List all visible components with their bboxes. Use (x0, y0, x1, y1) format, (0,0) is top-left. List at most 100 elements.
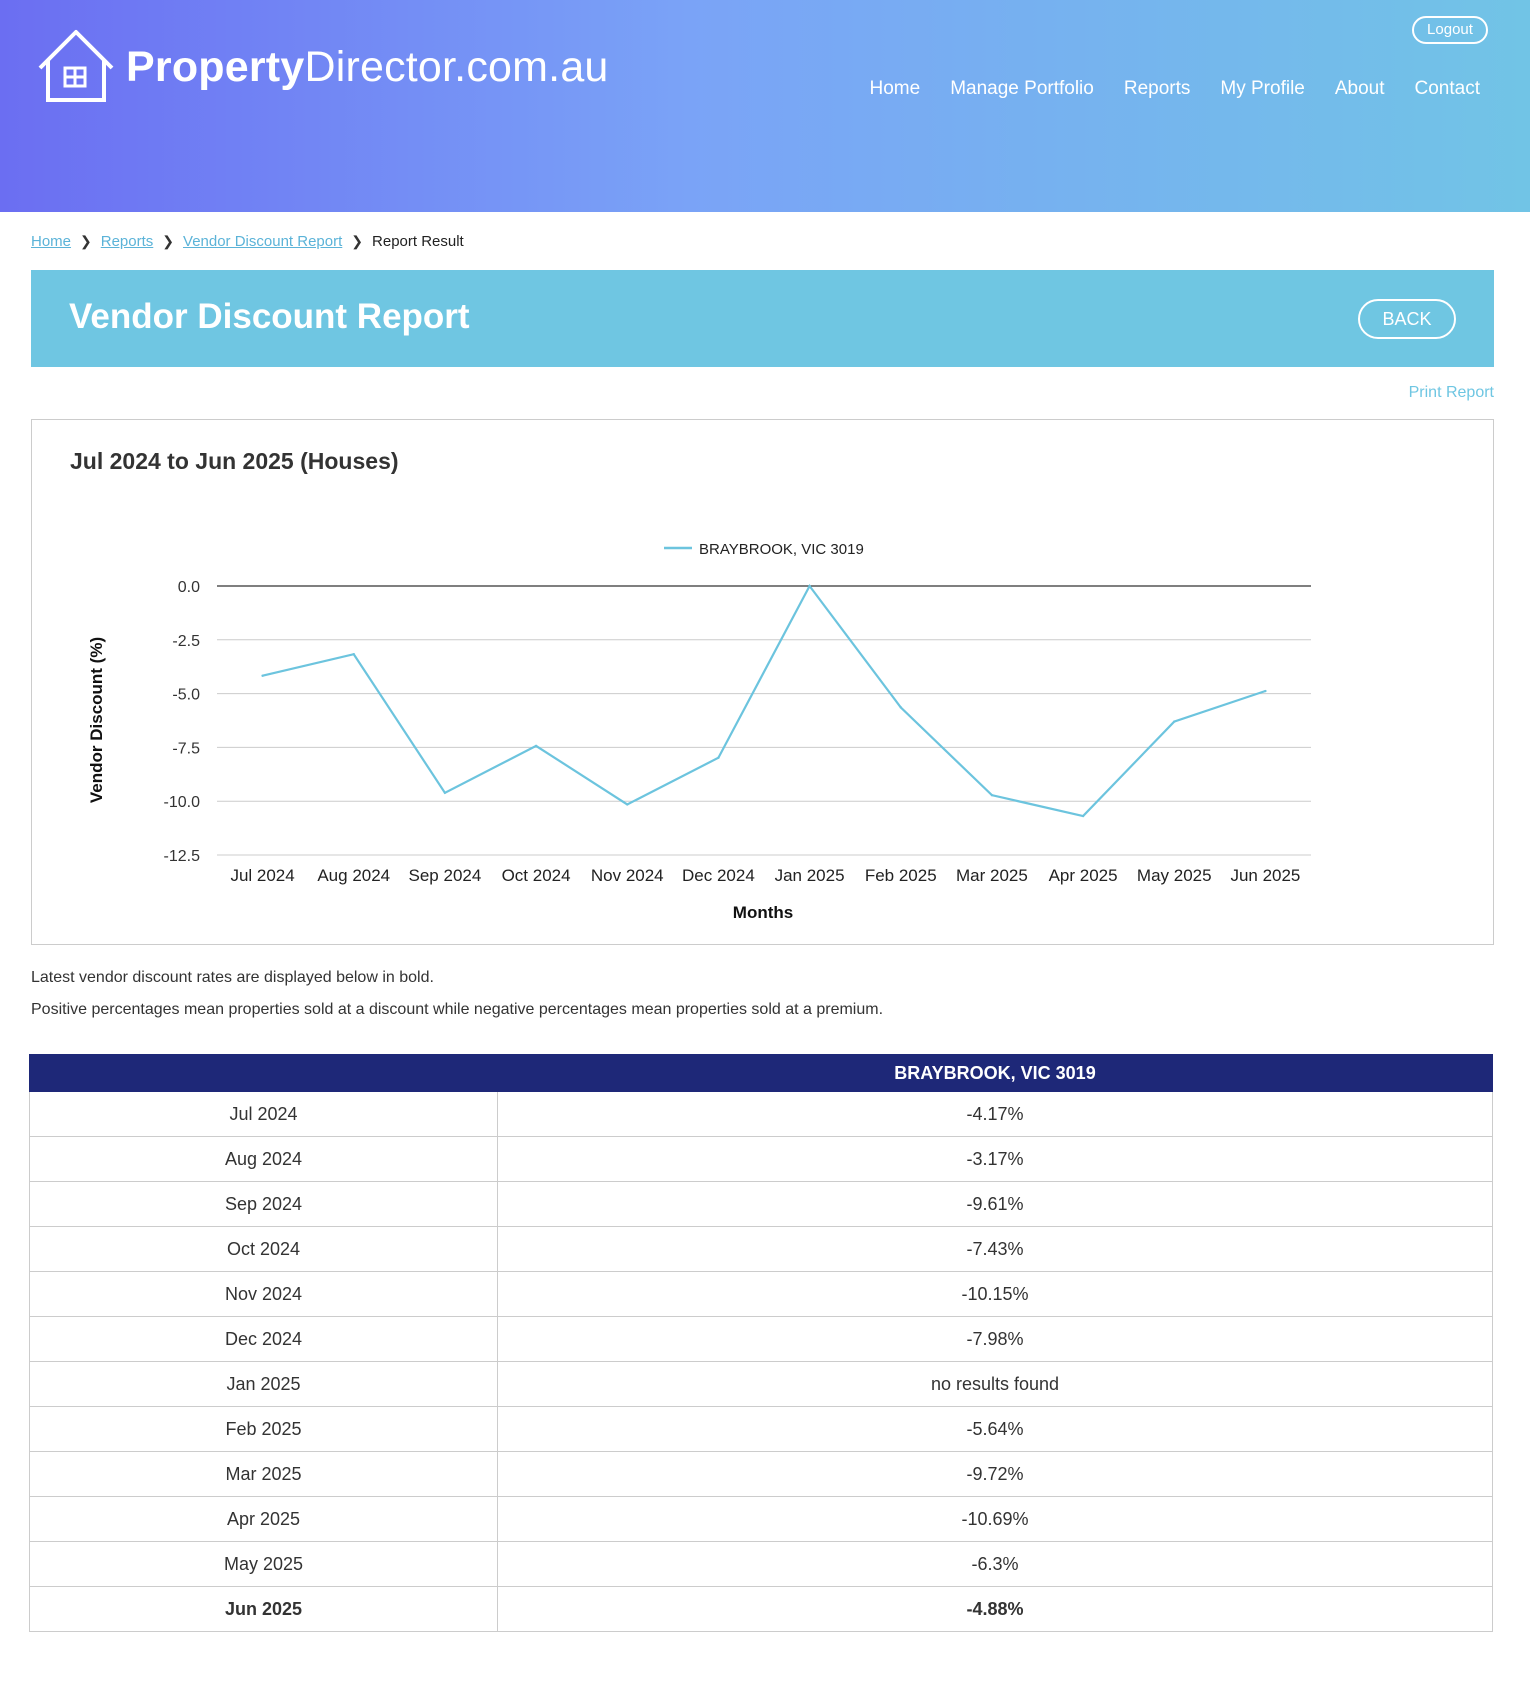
x-tick-label: Dec 2024 (682, 866, 755, 885)
table-row: Feb 2025 -5.64% (29, 1406, 1493, 1452)
table-cell-month: May 2025 (29, 1541, 498, 1587)
nav-contact[interactable]: Contact (1414, 78, 1480, 99)
report-title-bar: Vendor Discount Report BACK (31, 270, 1494, 367)
vendor-discount-chart: 0.0 -2.5 -5.0 -7.5 -10.0 -12.5 Jul 2024 Aug 202… (87, 541, 1311, 922)
house-logo-icon (38, 30, 114, 102)
breadcrumb-vendor-discount-report[interactable]: Vendor Discount Report (183, 233, 343, 250)
back-button[interactable]: BACK (1358, 299, 1456, 339)
table-cell-value: -6.3% (497, 1541, 1493, 1587)
print-report-link[interactable]: Print Report (1408, 384, 1494, 401)
table-cell-value: -7.98% (497, 1316, 1493, 1362)
x-tick-label: Nov 2024 (591, 866, 664, 885)
series-line (262, 583, 1266, 818)
x-tick-label: Apr 2025 (1049, 866, 1118, 885)
logo-text: PropertyDirector.com.au (126, 42, 609, 91)
breadcrumb-home[interactable]: Home (31, 233, 72, 250)
table-header-row: BRAYBROOK, VIC 3019 (29, 1054, 1493, 1092)
table-row: Apr 2025 -10.69% (29, 1496, 1493, 1542)
table-row: Mar 2025 -9.72% (29, 1451, 1493, 1497)
table-cell-value: no results found (497, 1361, 1493, 1407)
nav-about[interactable]: About (1334, 78, 1385, 99)
chevron-right-icon: ❯ (162, 233, 175, 249)
data-point (1173, 720, 1176, 723)
table-row: Jun 2025 -4.88% (29, 1586, 1493, 1632)
table-cell-value: -10.69% (497, 1496, 1493, 1542)
logo-text-bold: Property (126, 42, 305, 91)
data-point (899, 706, 902, 709)
table-cell-month: Jul 2024 (29, 1091, 498, 1137)
y-axis-label: Vendor Discount (%) (87, 637, 106, 803)
x-tick-label: May 2025 (1137, 866, 1212, 885)
table-cell-value: -10.15% (497, 1271, 1493, 1317)
nav-my-profile[interactable]: My Profile (1220, 78, 1305, 99)
x-tick-label: Aug 2024 (317, 866, 390, 885)
table-cell-value: -4.88% (497, 1586, 1493, 1632)
table-cell-month: Mar 2025 (29, 1451, 498, 1497)
table-row: Jul 2024 -4.17% (29, 1091, 1493, 1137)
table-cell-month: Nov 2024 (29, 1271, 498, 1317)
table-row: Oct 2024 -7.43% (29, 1226, 1493, 1272)
table-cell-month: Dec 2024 (29, 1316, 498, 1362)
data-point (352, 653, 355, 656)
data-point (534, 744, 538, 748)
table-cell-month: Apr 2025 (29, 1496, 498, 1542)
site-logo[interactable]: PropertyDirector.com.au (36, 28, 609, 106)
x-tick-label: Jan 2025 (775, 866, 845, 885)
page-title: Vendor Discount Report (69, 297, 470, 336)
breadcrumb-current: Report Result (372, 233, 464, 250)
table-row: Jan 2025 no results found (29, 1361, 1493, 1407)
nav-home[interactable]: Home (869, 78, 921, 99)
table-header-month (29, 1054, 498, 1092)
data-point (261, 674, 264, 677)
table-cell-value: -5.64% (497, 1406, 1493, 1452)
nav-manage-portfolio[interactable]: Manage Portfolio (950, 78, 1094, 99)
y-tick-label: -12.5 (164, 848, 201, 865)
data-point (626, 803, 629, 806)
table-cell-month: Jun 2025 (29, 1586, 498, 1632)
y-tick-label: -7.5 (172, 740, 200, 757)
data-point (990, 793, 994, 797)
table-cell-value: -9.61% (497, 1181, 1493, 1227)
legend-label: BRAYBROOK, VIC 3019 (699, 541, 864, 558)
logo-text-rest: Director.com.au (304, 42, 609, 91)
nav-reports[interactable]: Reports (1123, 78, 1191, 99)
x-tick-label: Oct 2024 (502, 866, 571, 885)
table-row: Aug 2024 -3.17% (29, 1136, 1493, 1182)
note-discount-meaning: Positive percentages mean properties sol… (31, 1001, 884, 1018)
table-row: Sep 2024 -9.61% (29, 1181, 1493, 1227)
table-cell-value: -4.17% (497, 1091, 1493, 1137)
x-tick-label: Sep 2024 (409, 866, 482, 885)
table-row: May 2025 -6.3% (29, 1541, 1493, 1587)
y-tick-label: -10.0 (164, 794, 201, 811)
note-bold-latest: Latest vendor discount rates are display… (31, 969, 434, 986)
data-point (1264, 689, 1267, 693)
table-row: Dec 2024 -7.98% (29, 1316, 1493, 1362)
data-point (1081, 814, 1085, 818)
table-cell-month: Aug 2024 (29, 1136, 498, 1182)
x-tick-label: Feb 2025 (865, 866, 937, 885)
table-cell-month: Jan 2025 (29, 1361, 498, 1407)
table-row: Nov 2024 -10.15% (29, 1271, 1493, 1317)
data-point (717, 756, 720, 759)
x-tick-label: Jul 2024 (230, 866, 294, 885)
table-cell-value: -3.17% (497, 1136, 1493, 1182)
x-tick-label: Jun 2025 (1230, 866, 1300, 885)
x-axis-label: Months (733, 903, 793, 922)
table-cell-value: -9.72% (497, 1451, 1493, 1497)
table-cell-month: Oct 2024 (29, 1226, 498, 1272)
chevron-right-icon: ❯ (80, 233, 92, 249)
data-point (808, 584, 811, 588)
logout-button[interactable]: Logout (1412, 16, 1488, 44)
main-nav: Home Manage Portfolio Reports My Profile… (840, 78, 1480, 100)
y-tick-label: 0.0 (178, 579, 200, 596)
y-tick-label: -2.5 (172, 633, 200, 650)
site-header: PropertyDirector.com.au Logout Home Mana… (0, 0, 1530, 212)
table-header-suburb: BRAYBROOK, VIC 3019 (497, 1054, 1493, 1092)
x-tick-label: Mar 2025 (956, 866, 1028, 885)
chevron-right-icon: ❯ (351, 233, 364, 249)
breadcrumb-reports[interactable]: Reports (100, 233, 154, 250)
table-cell-month: Sep 2024 (29, 1181, 498, 1227)
chart-card: Jul 2024 to Jun 2025 (Houses) 0.0 -2.5 -5.… (31, 419, 1494, 945)
chart-title: Jul 2024 to Jun 2025 (Houses) (70, 448, 399, 474)
data-point (443, 791, 447, 795)
